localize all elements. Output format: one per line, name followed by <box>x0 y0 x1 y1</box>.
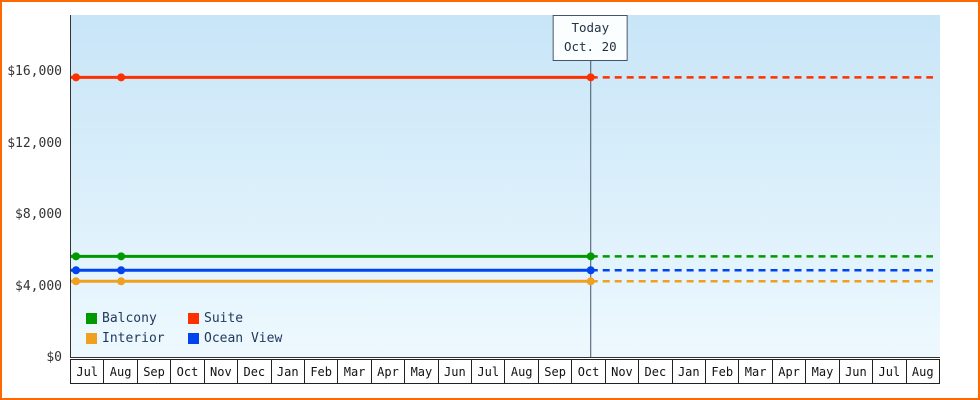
month-cell: Aug <box>905 360 939 383</box>
marker-ocean-view <box>117 266 126 275</box>
month-cell: Feb <box>705 360 738 383</box>
legend-swatch-ocean-view <box>188 333 199 344</box>
legend-swatch-suite <box>188 313 199 324</box>
month-axis: Jul Aug Sep Oct Nov Dec Jan Feb Mar Apr May Jun Jul A… <box>70 359 940 384</box>
legend-label: Ocean View <box>204 331 283 346</box>
y-tick-label: $8,000 <box>15 207 62 223</box>
month-cell: Apr <box>370 360 404 383</box>
marker-interior <box>586 277 595 286</box>
legend-item-suite: Suite <box>188 311 282 326</box>
marker-balcony <box>72 252 81 261</box>
marker-ocean-view <box>72 266 81 275</box>
month-cell: Jul <box>471 360 504 383</box>
y-axis: $0 $4,000 $8,000 $12,000 $16,000 <box>2 2 66 398</box>
marker-suite <box>72 73 81 82</box>
marker-interior <box>72 277 81 286</box>
marker-balcony <box>586 252 595 261</box>
month-cell: Aug <box>504 360 537 383</box>
legend-label: Interior <box>102 331 165 346</box>
month-cell: Mar <box>337 360 370 383</box>
month-cell: Jan <box>270 360 304 383</box>
month-cell: Jun <box>838 360 872 383</box>
month-cell: Jul <box>76 364 99 379</box>
legend-item-ocean-view: Ocean View <box>188 331 282 346</box>
legend-swatch-interior <box>86 333 97 344</box>
today-annotation: Today Oct. 20 <box>552 15 628 61</box>
legend-item-balcony: Balcony <box>86 311 188 326</box>
marker-ocean-view <box>586 266 595 275</box>
marker-interior <box>117 277 126 286</box>
month-cell: Dec <box>638 360 671 383</box>
marker-suite <box>117 73 126 82</box>
month-cell: Feb <box>303 360 337 383</box>
month-cell: Dec <box>237 360 270 383</box>
month-cell: May <box>404 360 437 383</box>
y-tick-label: $0 <box>46 350 62 365</box>
month-cell: Mar <box>738 360 771 383</box>
legend-label: Balcony <box>102 311 157 326</box>
legend-item-interior: Interior <box>86 331 188 346</box>
y-tick-label: $12,000 <box>7 135 62 151</box>
legend-label: Suite <box>204 311 244 326</box>
month-cell: Oct <box>170 360 203 383</box>
plot-area <box>70 15 940 358</box>
month-cell: Jul <box>872 360 905 383</box>
y-tick-label: $16,000 <box>7 64 62 80</box>
month-cell: Nov <box>203 360 237 383</box>
y-tick-label: $4,000 <box>15 278 62 294</box>
month-cell: Aug <box>103 360 136 383</box>
month-cell: May <box>805 360 838 383</box>
marker-suite <box>586 73 595 82</box>
month-cell: Jan <box>671 360 705 383</box>
month-cell: Apr <box>771 360 805 383</box>
legend: Balcony Suite Interior Ocean View <box>86 311 282 346</box>
today-annotation-label: Today <box>571 20 610 35</box>
legend-swatch-balcony <box>86 313 97 324</box>
chart-canvas <box>71 15 934 357</box>
month-cell: Sep <box>537 360 571 383</box>
month-cell: Nov <box>604 360 638 383</box>
month-cell: Oct <box>571 360 604 383</box>
marker-balcony <box>117 252 126 261</box>
month-cell: Sep <box>136 360 170 383</box>
month-cell: Jun <box>437 360 471 383</box>
today-annotation-date: Oct. 20 <box>563 38 617 54</box>
